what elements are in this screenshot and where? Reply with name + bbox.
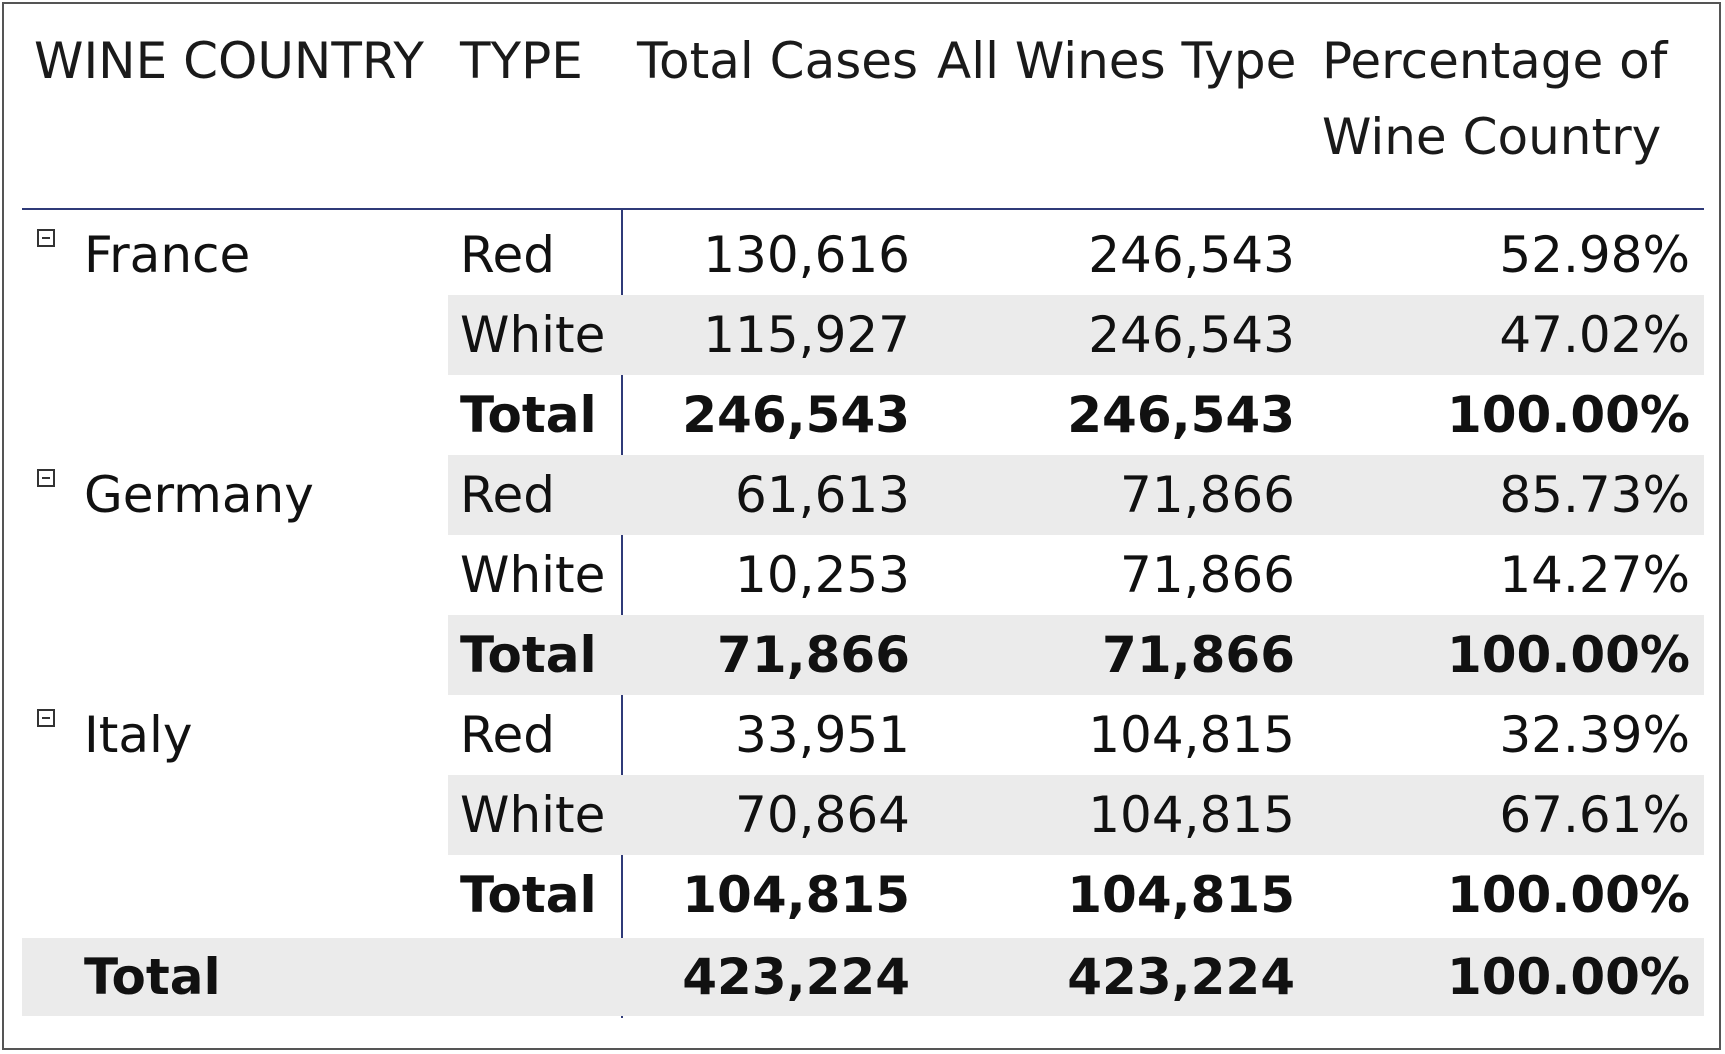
column-header-all-wines-type[interactable]: All Wines Type bbox=[937, 32, 1297, 90]
cell-all-wines-type[interactable]: 71,866 bbox=[1120, 546, 1295, 604]
cell-all-wines-type-subtotal[interactable]: 104,815 bbox=[1067, 866, 1295, 924]
collapse-icon[interactable] bbox=[37, 469, 55, 487]
row-type-label: White bbox=[460, 306, 606, 364]
grand-total-total-cases[interactable]: 423,224 bbox=[682, 948, 910, 1006]
row-band bbox=[448, 775, 1704, 855]
row-type-label-subtotal: Total bbox=[460, 626, 597, 684]
column-header-percentage-line1[interactable]: Percentage of bbox=[1322, 32, 1668, 90]
grand-total-all-wines-type[interactable]: 423,224 bbox=[1067, 948, 1295, 1006]
cell-percentage-subtotal[interactable]: 100.00% bbox=[1446, 866, 1690, 924]
header-underline bbox=[22, 208, 1704, 210]
column-header-percentage-line2[interactable]: Wine Country bbox=[1322, 108, 1662, 166]
row-type-label: Red bbox=[460, 466, 555, 524]
cell-percentage[interactable]: 32.39% bbox=[1499, 706, 1690, 764]
cell-percentage[interactable]: 52.98% bbox=[1499, 226, 1690, 284]
cell-all-wines-type-subtotal[interactable]: 71,866 bbox=[1102, 626, 1295, 684]
row-type-label: White bbox=[460, 546, 606, 604]
row-type-label-subtotal: Total bbox=[460, 386, 597, 444]
row-band bbox=[448, 455, 1704, 535]
row-header-country[interactable]: France bbox=[84, 226, 251, 284]
row-header-country[interactable]: Germany bbox=[84, 466, 314, 524]
cell-total-cases-subtotal[interactable]: 246,543 bbox=[682, 386, 910, 444]
cell-percentage-subtotal[interactable]: 100.00% bbox=[1446, 626, 1690, 684]
grand-total-label: Total bbox=[84, 948, 221, 1006]
cell-percentage[interactable]: 47.02% bbox=[1499, 306, 1690, 364]
cell-percentage[interactable]: 85.73% bbox=[1499, 466, 1690, 524]
column-header-wine-country[interactable]: WINE COUNTRY bbox=[34, 32, 424, 90]
collapse-icon[interactable] bbox=[37, 229, 55, 247]
row-header-separator bbox=[621, 210, 623, 1018]
row-type-label-subtotal: Total bbox=[460, 866, 597, 924]
collapse-icon[interactable] bbox=[37, 709, 55, 727]
cell-percentage[interactable]: 14.27% bbox=[1499, 546, 1690, 604]
cell-all-wines-type[interactable]: 104,815 bbox=[1088, 786, 1295, 844]
row-band bbox=[448, 615, 1704, 695]
row-header-country[interactable]: Italy bbox=[84, 706, 193, 764]
cell-total-cases[interactable]: 61,613 bbox=[735, 466, 910, 524]
cell-total-cases[interactable]: 10,253 bbox=[735, 546, 910, 604]
row-band bbox=[448, 295, 1704, 375]
row-type-label: Red bbox=[460, 226, 555, 284]
grand-total-band bbox=[22, 938, 1704, 1016]
cell-total-cases-subtotal[interactable]: 71,866 bbox=[717, 626, 910, 684]
cell-all-wines-type[interactable]: 71,866 bbox=[1120, 466, 1295, 524]
row-type-label: Red bbox=[460, 706, 555, 764]
cell-all-wines-type[interactable]: 246,543 bbox=[1088, 226, 1295, 284]
cell-all-wines-type[interactable]: 246,543 bbox=[1088, 306, 1295, 364]
grand-total-percentage[interactable]: 100.00% bbox=[1446, 948, 1690, 1006]
cell-total-cases[interactable]: 33,951 bbox=[735, 706, 910, 764]
cell-total-cases-subtotal[interactable]: 104,815 bbox=[682, 866, 910, 924]
row-type-label: White bbox=[460, 786, 606, 844]
cell-percentage-subtotal[interactable]: 100.00% bbox=[1446, 386, 1690, 444]
cell-percentage[interactable]: 67.61% bbox=[1499, 786, 1690, 844]
column-header-type[interactable]: TYPE bbox=[460, 32, 583, 90]
column-header-total-cases[interactable]: Total Cases bbox=[637, 32, 919, 90]
cell-total-cases[interactable]: 70,864 bbox=[735, 786, 910, 844]
cell-all-wines-type[interactable]: 104,815 bbox=[1088, 706, 1295, 764]
cell-all-wines-type-subtotal[interactable]: 246,543 bbox=[1067, 386, 1295, 444]
cell-total-cases[interactable]: 115,927 bbox=[703, 306, 910, 364]
cell-total-cases[interactable]: 130,616 bbox=[703, 226, 910, 284]
